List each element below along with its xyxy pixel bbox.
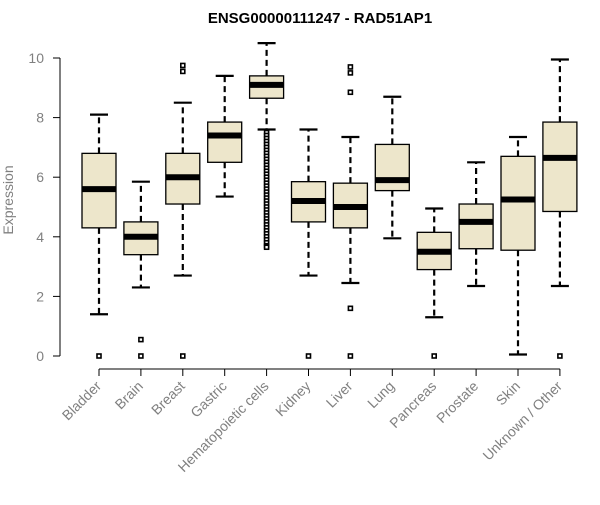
- outlier-point: [138, 353, 144, 359]
- outlier-point: [347, 64, 354, 70]
- y-tick-label: 8: [36, 110, 44, 126]
- outlier-point: [347, 70, 354, 76]
- box-group: [81, 113, 117, 359]
- outlier-point: [180, 353, 186, 359]
- box: [542, 121, 578, 213]
- outlier-point: [305, 353, 312, 359]
- y-tick-label: 0: [36, 348, 44, 364]
- box: [207, 121, 243, 163]
- box-group: [542, 58, 578, 359]
- boxplot-series: [81, 41, 578, 359]
- outlier-point: [138, 336, 144, 343]
- x-tick-label: Prostate: [433, 378, 481, 426]
- outlier-point: [180, 62, 186, 69]
- x-tick-label: Pancreas: [386, 378, 439, 431]
- y-tick-label: 2: [36, 288, 44, 304]
- box-group: [207, 74, 243, 198]
- outlier-point: [431, 353, 438, 359]
- outlier-point: [96, 353, 102, 359]
- box-group: [458, 161, 494, 288]
- box-group: [374, 95, 410, 240]
- x-tick-label: Lung: [364, 378, 397, 411]
- outlier-point: [263, 244, 270, 251]
- outlier-point: [347, 89, 354, 96]
- box-group: [332, 64, 369, 359]
- y-tick-label: 6: [36, 169, 44, 185]
- y-axis-label: Expression: [0, 165, 16, 234]
- x-tick-label: Unknown / Other: [479, 378, 565, 464]
- box-group: [123, 180, 159, 359]
- y-tick-label: 10: [28, 50, 44, 66]
- x-tick-label: Kidney: [272, 378, 314, 420]
- box-group: [248, 41, 285, 251]
- box-group: [290, 128, 327, 359]
- y-tick-label: 4: [36, 229, 44, 245]
- x-tick-label: Skin: [493, 378, 524, 409]
- outlier-point: [347, 305, 354, 312]
- outlier-point: [180, 68, 186, 75]
- box: [500, 155, 536, 251]
- box: [458, 203, 494, 250]
- box-group: [416, 207, 452, 359]
- outlier-point: [557, 353, 563, 359]
- chart-title: ENSG00000111247 - RAD51AP1: [208, 10, 432, 27]
- outlier-point: [347, 353, 354, 359]
- box: [374, 143, 410, 192]
- x-tick-label: Liver: [323, 378, 356, 411]
- x-tick-label: Brain: [112, 378, 146, 412]
- x-tick-label: Breast: [148, 378, 188, 418]
- x-tick-label: Bladder: [59, 378, 105, 424]
- y-axis: 0 2 4 6 8 10: [28, 50, 61, 364]
- box-group: [500, 135, 536, 356]
- box-group: [165, 62, 201, 359]
